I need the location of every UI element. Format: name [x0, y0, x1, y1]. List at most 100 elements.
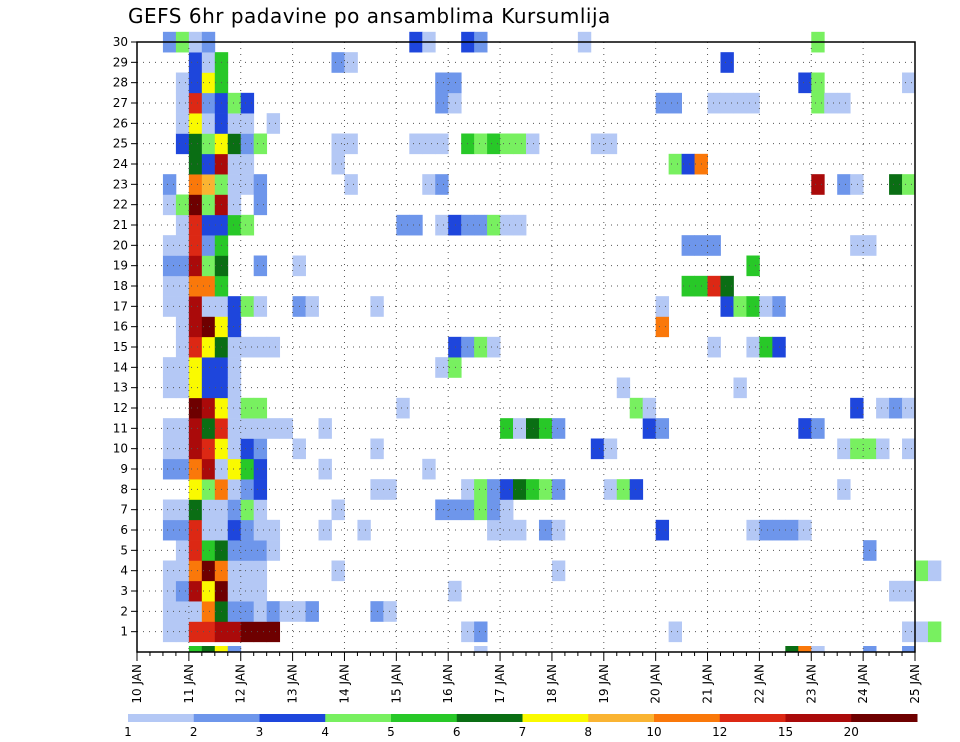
colorbar-label: 20 [844, 725, 859, 739]
heatmap-cell-m20-t2 [162, 235, 177, 256]
colorbar: 1 2 3 4 5 6 7 8 10 12 15 20 [124, 714, 918, 739]
heatmap-cell-m12-t58 [889, 397, 903, 419]
heatmap-cell-m11-t7 [227, 418, 242, 439]
heatmap-cell-m11-t39 [642, 418, 657, 439]
ytick-label: 26 [113, 116, 128, 130]
heatmap-cell-m10-t55 [850, 438, 864, 460]
heatmap-cell-m4-t4 [188, 560, 203, 582]
heatmap-cell-m18-t44 [707, 275, 721, 297]
ytick-label: 29 [113, 55, 128, 69]
heatmap-cell-m8-t27 [487, 479, 501, 500]
colorbar-swatch [654, 714, 721, 722]
heatmap-cell-m3-t58 [889, 580, 903, 602]
heatmap-cell-m21-t28 [500, 214, 514, 236]
heatmap-cell-m23-t9 [253, 174, 268, 195]
heatmap-cell-m7-t8 [240, 499, 255, 521]
heatmap-cell-m4-t2 [162, 560, 177, 582]
heatmap-cell-m23-t52 [811, 174, 825, 195]
ytick-label: 6 [120, 523, 128, 537]
heatmap-cell-m4-t8 [240, 560, 255, 582]
heatmap-cell-m25-t7 [227, 133, 242, 155]
heatmap-cell-m15-t47 [746, 336, 760, 358]
heatmap-cell-m21-t7 [227, 214, 242, 236]
heatmap-cell-m6-t8 [240, 519, 255, 541]
heatmap-cell-m28-t3 [175, 72, 190, 94]
ytick-label: 28 [113, 76, 128, 90]
heatmap-cell-m17-t3 [175, 296, 190, 317]
heatmap-cell-m22-t5 [201, 194, 216, 216]
heatmap-cell-m21-t4 [188, 214, 203, 236]
heatmap-cell-m1-t26 [474, 621, 488, 643]
heatmap-cell-m5-t8 [240, 540, 255, 561]
heatmap-cell-m10-t7 [227, 438, 242, 460]
heatmap-cell-m22-t4 [188, 194, 203, 216]
heatmap-cell-m17-t46 [733, 296, 747, 317]
ytick-label: 22 [113, 198, 128, 212]
heatmap-cell-m5-t3 [175, 540, 190, 561]
heatmap-cell-m20-t44 [707, 235, 721, 256]
heatmap-cell-m27-t52 [811, 92, 825, 114]
heatmap-cell-m6-t47 [746, 519, 760, 541]
colorbar-swatch [785, 714, 852, 722]
heatmap-cell-m1-t4 [188, 621, 203, 643]
heatmap-cell-m2-t4 [188, 601, 203, 622]
ytick-label: 1 [120, 625, 128, 639]
heatmap-cell-m8-t32 [551, 479, 566, 500]
heatmap-cell-m28-t5 [201, 72, 216, 94]
xtick-label: 10 JAN [130, 664, 144, 704]
heatmap-cell-m29-t5 [201, 52, 216, 73]
heatmap-cell-m23-t2 [162, 174, 177, 195]
ytick-label: 8 [120, 482, 128, 496]
heatmap-cell-m7-t23 [435, 499, 449, 521]
heatmap-cell-m3-t8 [240, 580, 255, 602]
heatmap-cell-m16-t40 [655, 316, 670, 338]
heatmap-cell-m25-t16 [344, 133, 358, 155]
heatmap-cell-m15-t44 [707, 336, 721, 358]
heatmap-cell-m2-t19 [383, 601, 397, 622]
heatmap-cell-m0-t6 [214, 646, 229, 653]
heatmap-cell-m8-t38 [629, 479, 644, 500]
heatmap-cell-m22-t7 [227, 194, 242, 216]
heatmap-cell-m10-t8 [240, 438, 255, 460]
ytick-label: 24 [113, 157, 128, 171]
heatmap-cell-m7-t28 [500, 499, 514, 521]
heatmap-cell-m8-t26 [474, 479, 488, 500]
heatmap-cell-m5-t9 [253, 540, 268, 561]
heatmap-cell-m17-t9 [253, 296, 268, 317]
heatmap-cell-m14-t23 [435, 357, 449, 378]
heatmap-cell-m2-t8 [240, 601, 255, 622]
xtick-label: 14 JAN [337, 664, 351, 704]
heatmap-cell-m10-t36 [603, 438, 618, 460]
heatmap-cell-m5-t5 [201, 540, 216, 561]
heatmap-cell-m27-t3 [175, 92, 190, 114]
heatmap-cell-m8-t30 [526, 479, 540, 500]
xtick-label: 15 JAN [389, 664, 403, 704]
heatmap-cell-m25-t4 [188, 133, 203, 155]
heatmap-cell-m22-t3 [175, 194, 190, 216]
heatmap-cell-m13-t7 [227, 377, 242, 399]
xtick-label: 13 JAN [286, 664, 300, 704]
heatmap-cell-m1-t3 [175, 621, 190, 643]
heatmap-cell-m11-t52 [811, 418, 825, 439]
heatmap-cell-m17-t7 [227, 296, 242, 317]
heatmap-cell-m17-t40 [655, 296, 670, 317]
heatmap-cell-m24-t4 [188, 153, 203, 175]
heatmap-cell-m3-t2 [162, 580, 177, 602]
heatmap-cell-m14-t24 [448, 357, 462, 378]
heatmap-cell-m27-t54 [837, 92, 851, 114]
heatmap-cell-m6-t28 [500, 519, 514, 541]
heatmap-cell-m19-t47 [746, 255, 760, 277]
heatmap-cell-m27-t8 [240, 92, 255, 114]
heatmap-cell-m12-t55 [850, 397, 864, 419]
heatmap-cell-m25-t29 [513, 133, 527, 155]
heatmap-cell-m5-t10 [266, 540, 281, 561]
xtick-label: 23 JAN [804, 664, 818, 704]
heatmap-cell-m26-t10 [266, 113, 281, 134]
heatmap-cell-m8-t36 [603, 479, 618, 500]
heatmap-cell-m9-t3 [175, 458, 190, 480]
heatmap-cell-m14-t7 [227, 357, 242, 378]
heatmap-cell-m20-t42 [681, 235, 695, 256]
heatmap-cell-m27-t7 [227, 92, 242, 114]
heatmap-cell-m25-t22 [422, 133, 436, 155]
heatmap-cell-m24-t8 [240, 153, 255, 175]
